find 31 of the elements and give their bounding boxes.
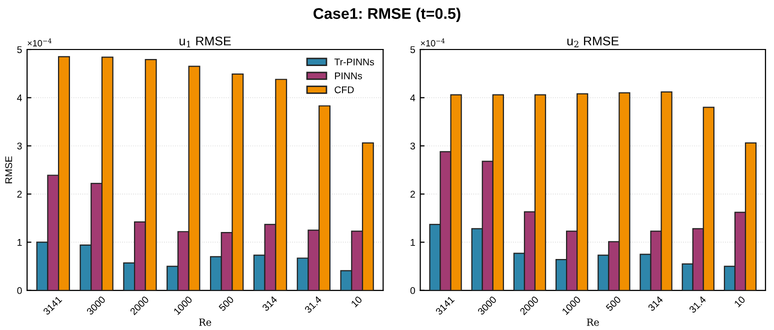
text: ×10$^{−4}$	[28, 38, 52, 46]
y-tick-label: 4	[17, 94, 22, 102]
chart-title: u$_{2}$ RMSE	[567, 36, 619, 48]
y-tick-label: 3	[410, 142, 415, 150]
x-tick-label: 500	[218, 296, 234, 312]
y-tick-label: 0	[17, 287, 22, 294]
y-tick-label: 1	[18, 239, 22, 246]
y-axis-title: RMSE	[5, 156, 12, 184]
x-tick-label: 31.4	[688, 296, 706, 314]
text: Case1: RMSE (t=0.5)	[314, 8, 460, 22]
chart-title: u$_{1}$ RMSE	[180, 36, 231, 48]
x-tick-label: 500	[605, 296, 622, 312]
x-tick-label: 10	[734, 296, 746, 308]
legend-label: Tr-PINNs	[334, 58, 374, 66]
y-tick-label: 2	[410, 190, 415, 198]
x-tick-label: 31.4	[304, 296, 322, 314]
x-tick-label: 314	[262, 296, 278, 312]
y-tick-label: 5	[17, 46, 22, 54]
y-tick-label: 2	[17, 190, 22, 198]
legend-label: CFD	[334, 86, 354, 94]
y-tick-label: 3	[17, 142, 22, 150]
x-tick-label: 10	[350, 296, 362, 308]
y-tick-label: 1	[410, 239, 415, 246]
legend-label: PINNs	[335, 72, 362, 80]
y-tick-label: 5	[410, 46, 416, 54]
x-tick-label: 314	[648, 296, 664, 312]
x-axis-title: Re	[199, 318, 212, 326]
y-tick-label: 0	[410, 287, 416, 294]
x-axis-title: Re	[586, 318, 599, 326]
text: ×10$^{−4}$	[420, 38, 445, 46]
y-tick-label: 4	[410, 94, 416, 102]
